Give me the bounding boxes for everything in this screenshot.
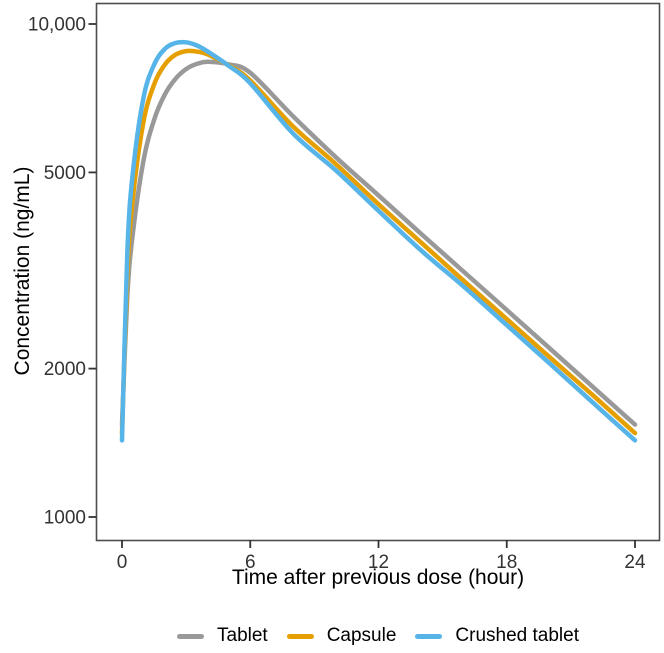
legend-item-label: Tablet	[217, 625, 268, 646]
legend-item-label: Capsule	[326, 625, 397, 646]
legend-item-crushed-tablet: Crushed tablet	[415, 625, 579, 647]
legend-item-label: Crushed tablet	[455, 625, 579, 646]
x-axis-title: Time after previous dose (hour)	[231, 566, 525, 589]
legend-line-swatch	[286, 633, 314, 639]
plot-panel-border	[95, 2, 661, 542]
legend-line-swatch	[177, 633, 204, 639]
curve-crushed-tablet	[119, 39, 638, 443]
y-tick-label: 1000	[44, 508, 86, 529]
curve-capsule	[119, 48, 638, 436]
x-tick-label: 18	[496, 552, 517, 573]
legend-item-capsule: Capsule	[286, 625, 397, 647]
concentration-curves	[119, 39, 638, 443]
legend-item-tablet: Tablet	[177, 625, 268, 647]
y-axis-ticks: 1000 2000 5000 10,000	[28, 15, 97, 529]
x-tick-label: 0	[117, 552, 128, 573]
y-tick-label: 5000	[44, 163, 86, 184]
x-tick-label: 12	[368, 552, 389, 573]
x-tick-label: 6	[245, 552, 256, 573]
y-axis-title: Concentration (ng/mL)	[11, 166, 34, 376]
x-tick-label: 24	[624, 552, 646, 573]
legend-line-swatch	[415, 633, 443, 639]
legend: Tablet Capsule Crushed tablet	[96, 625, 660, 647]
x-axis-ticks: 0 6 12 18 24	[117, 540, 646, 573]
y-tick-label: 10,000	[28, 15, 86, 36]
y-tick-label: 2000	[44, 359, 86, 380]
